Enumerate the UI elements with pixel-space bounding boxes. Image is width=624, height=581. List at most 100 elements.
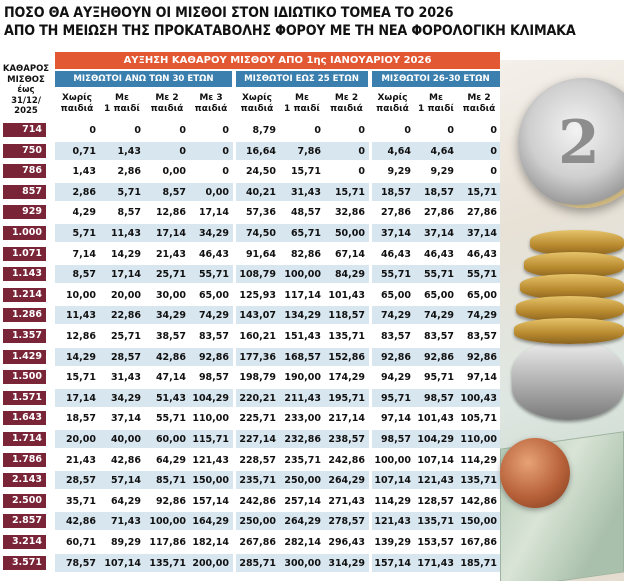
table-cell: 250,00 xyxy=(284,475,321,487)
column-header-line: παιδιά xyxy=(462,104,496,114)
table-cell: 157,14 xyxy=(374,557,411,569)
table-cell: 83,57 xyxy=(198,331,229,342)
table-cell: 157,14 xyxy=(192,495,229,507)
table-cell: 167,86 xyxy=(460,537,497,548)
table-cell: 0,71 xyxy=(72,145,96,157)
table-cell: 5,71 xyxy=(117,186,141,198)
table-cell: 30,00 xyxy=(155,289,186,301)
table-cell: 282,14 xyxy=(284,537,321,548)
table-cell: 25,71 xyxy=(155,269,186,281)
table-cell: 135,71 xyxy=(149,557,186,569)
table-cell: 94,29 xyxy=(380,372,411,384)
column-header: Με 3 παιδιά xyxy=(190,89,232,120)
table-cell: 267,86 xyxy=(239,537,276,548)
table-cell: 16,64 xyxy=(245,145,276,157)
coin-stack-image xyxy=(514,318,624,344)
table-cell: 83,57 xyxy=(423,331,454,342)
table-cell: 107,14 xyxy=(417,454,454,466)
table-cell: 182,14 xyxy=(192,537,229,548)
two-euro-coin-image: 2 xyxy=(518,78,624,208)
table-row xyxy=(55,182,500,201)
table-cell: 38,57 xyxy=(155,331,186,342)
column-header-line: παιδιά xyxy=(376,104,409,114)
table-cell: 74,50 xyxy=(245,228,276,239)
salary-cell: 2.857 xyxy=(3,514,46,529)
table-cell: 11,43 xyxy=(65,310,96,322)
table-cell: 95,71 xyxy=(380,392,411,404)
table-cell: 65,00 xyxy=(466,289,497,301)
table-cell: 115,71 xyxy=(192,434,229,445)
salary-cell: 2.500 xyxy=(3,493,46,508)
column-header: Χωρίς παιδιά xyxy=(371,89,414,120)
table-cell: 57,14 xyxy=(110,475,141,487)
table-cell: 8,79 xyxy=(252,125,276,136)
salary-cell: 1.714 xyxy=(3,432,46,446)
table-cell: 118,57 xyxy=(328,310,365,322)
table-row xyxy=(55,512,500,531)
salary-cell: 1.429 xyxy=(3,349,46,364)
table-cell: 271,43 xyxy=(328,495,365,507)
table-cell: 31,43 xyxy=(290,186,321,198)
table-cell: 65,71 xyxy=(290,228,321,239)
group-header-26-30: ΜΙΣΘΩΤΟΙ 26-30 ΕΤΩΝ xyxy=(371,71,500,87)
table-cell: 10,00 xyxy=(65,289,96,301)
table-cell: 2,86 xyxy=(72,186,96,198)
table-cell: 0,00 xyxy=(162,166,186,178)
column-header: Με 1 παιδί xyxy=(280,89,324,120)
table-cell: 7,14 xyxy=(72,248,96,260)
group-divider xyxy=(233,71,236,581)
column-header: Με 2 παιδιά xyxy=(458,89,500,120)
table-cell: 2,86 xyxy=(117,166,141,178)
table-cell: 14,29 xyxy=(65,351,96,363)
table-cell: 0 xyxy=(222,145,229,157)
table-cell: 18,57 xyxy=(423,186,454,198)
group-divider xyxy=(369,71,372,581)
table-cell: 0 xyxy=(358,125,365,136)
table-cell: 225,71 xyxy=(239,413,276,425)
table-cell: 220,21 xyxy=(239,392,276,404)
table-cell: 235,71 xyxy=(239,475,276,487)
column-header-line: Με xyxy=(429,93,443,103)
table-cell: 171,43 xyxy=(417,557,454,569)
table-cell: 174,29 xyxy=(328,372,365,384)
table-cell: 117,14 xyxy=(284,289,321,301)
table-row xyxy=(55,388,500,407)
table-row xyxy=(55,224,500,242)
column-header-line: παιδιά xyxy=(60,104,94,114)
column-header-line: Με 2 xyxy=(155,93,179,103)
column-header: Χωρίς παιδιά xyxy=(55,89,99,120)
table-cell: 46,43 xyxy=(423,248,454,260)
column-header-line: 1 παιδί xyxy=(104,104,140,114)
table-cell: 40,00 xyxy=(110,434,141,445)
table-cell: 89,29 xyxy=(110,537,141,548)
table-row xyxy=(55,347,500,366)
table-cell: 1,43 xyxy=(117,145,141,157)
table-cell: 314,29 xyxy=(328,557,365,569)
table-cell: 64,29 xyxy=(110,495,141,507)
table-cell: 264,29 xyxy=(328,475,365,487)
table-cell: 168,57 xyxy=(284,351,321,363)
table-cell: 164,29 xyxy=(192,516,229,528)
table-cell: 0 xyxy=(358,145,365,157)
table-cell: 78,57 xyxy=(65,557,96,569)
column-header-line: Με xyxy=(295,93,309,103)
column-header: Με 2 παιδιά xyxy=(145,89,189,120)
table-cell: 37,14 xyxy=(466,228,497,239)
table-cell: 285,71 xyxy=(239,557,276,569)
table-cell: 264,29 xyxy=(284,516,321,528)
table-cell: 151,43 xyxy=(284,331,321,342)
table-cell: 14,29 xyxy=(110,248,141,260)
table-cell: 91,64 xyxy=(245,248,276,260)
table-cell: 18,57 xyxy=(65,413,96,425)
table-cell: 97,14 xyxy=(466,372,497,384)
table-cell: 46,43 xyxy=(198,248,229,260)
table-cell: 25,71 xyxy=(110,331,141,342)
table-cell: 235,71 xyxy=(284,454,321,466)
table-cell: 92,86 xyxy=(466,351,497,363)
table-cell: 177,36 xyxy=(239,351,276,363)
column-header-line: παιδιά xyxy=(194,104,228,114)
table-cell: 0 xyxy=(222,166,229,178)
table-cell: 97,14 xyxy=(380,413,411,425)
salary-cell: 929 xyxy=(3,205,46,220)
table-cell: 150,00 xyxy=(192,475,229,487)
